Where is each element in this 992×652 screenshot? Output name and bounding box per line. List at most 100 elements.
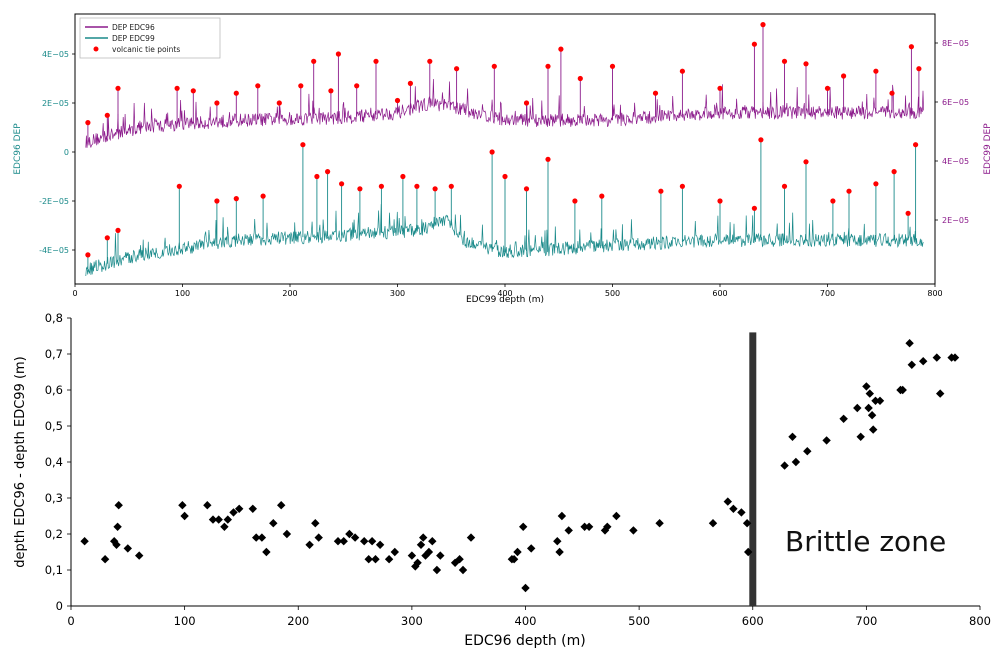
data-point bbox=[729, 504, 738, 513]
top-left-tick-label: 0 bbox=[64, 148, 69, 157]
tie-point bbox=[679, 183, 686, 189]
data-point bbox=[791, 457, 801, 467]
data-point bbox=[350, 533, 360, 542]
bottom-y-tick-label: 0,1 bbox=[45, 563, 63, 577]
bottom-x-ticks: 0 100 200 300 400 500 600 700 800 bbox=[67, 606, 991, 628]
data-point bbox=[135, 551, 144, 560]
data-point bbox=[521, 583, 530, 593]
tie-point bbox=[523, 186, 530, 192]
bottom-y-tick-label: 0,3 bbox=[45, 491, 63, 505]
data-point bbox=[780, 461, 789, 470]
top-dep-panel: 0 100 200 300 400 500 600 700 800 -4E−05 -2E−05 0 2… bbox=[13, 13, 992, 305]
tie-point bbox=[489, 149, 495, 155]
data-point bbox=[629, 526, 638, 535]
legend-label-edc96: DEP EDC96 bbox=[112, 23, 155, 32]
top-x-tick-label: 500 bbox=[605, 289, 620, 298]
data-point bbox=[269, 519, 278, 528]
tie-point bbox=[751, 41, 758, 47]
data-point bbox=[339, 537, 348, 546]
tie-point bbox=[803, 159, 809, 165]
top-right-tick-label: 2E−05 bbox=[942, 216, 969, 225]
top-x-tick-label: 400 bbox=[497, 289, 512, 298]
tie-point bbox=[394, 97, 401, 104]
data-point bbox=[411, 562, 420, 571]
top-right-tick-label: 8E−05 bbox=[942, 39, 969, 48]
data-point bbox=[235, 504, 244, 513]
tie-point bbox=[916, 66, 922, 72]
tie-point bbox=[104, 112, 110, 118]
data-point bbox=[229, 508, 238, 517]
data-point bbox=[123, 544, 132, 553]
data-point bbox=[416, 540, 426, 549]
bottom-y-ticks: 0 0,1 0,2 0,3 0,4 0,5 0,6 0,7 0,8 bbox=[45, 311, 71, 613]
data-point bbox=[742, 519, 752, 528]
brittle-zone-label: Brittle zone bbox=[785, 525, 946, 558]
bottom-y-tick-label: 0,2 bbox=[45, 527, 63, 541]
data-point bbox=[513, 547, 522, 557]
tie-point bbox=[448, 183, 454, 189]
tie-point bbox=[846, 188, 852, 194]
bottom-x-tick-label: 300 bbox=[401, 614, 423, 628]
data-point bbox=[390, 547, 399, 557]
data-point bbox=[839, 414, 848, 423]
data-point bbox=[455, 555, 464, 564]
data-point bbox=[432, 565, 442, 575]
data-point bbox=[428, 537, 437, 546]
data-point bbox=[375, 540, 385, 549]
top-legend: DEP EDC96 DEP EDC99 volcanic tie points bbox=[79, 17, 221, 59]
data-point bbox=[509, 555, 519, 564]
top-x-axis-label: EDC99 depth (m) bbox=[466, 295, 544, 305]
tie-point bbox=[717, 85, 723, 91]
data-point bbox=[919, 357, 928, 366]
tie-point bbox=[841, 73, 847, 79]
tie-point bbox=[824, 85, 831, 91]
top-x-tick-label: 800 bbox=[927, 289, 942, 298]
top-right-axis-label: EDC99 DEP bbox=[983, 123, 992, 175]
tie-point bbox=[599, 193, 605, 199]
top-x-ticks: 0 100 200 300 400 500 600 700 800 bbox=[72, 284, 943, 298]
tie-point bbox=[328, 88, 334, 94]
tie-point bbox=[652, 90, 659, 96]
top-left-tick-label: -2E−05 bbox=[39, 197, 69, 206]
top-left-y-ticks: -4E−05 -2E−05 0 2E−05 4E−05 bbox=[39, 50, 75, 255]
tie-point bbox=[830, 198, 836, 204]
data-point bbox=[564, 526, 573, 535]
bottom-x-tick-label: 700 bbox=[855, 614, 877, 628]
bottom-depth-difference-panel: 0 0,1 0,2 0,3 0,4 0,5 0,6 0,7 0,8 0 100 200 300 400 5… bbox=[13, 311, 991, 649]
data-point bbox=[737, 508, 746, 517]
data-point bbox=[932, 353, 941, 362]
data-point bbox=[113, 522, 122, 531]
top-right-tick-label: 4E−05 bbox=[942, 157, 969, 166]
tie-point bbox=[276, 100, 282, 106]
tie-point bbox=[803, 61, 809, 67]
top-x-tick-label: 300 bbox=[390, 289, 405, 298]
tie-point bbox=[115, 85, 121, 91]
data-point bbox=[788, 432, 797, 441]
data-point bbox=[950, 353, 960, 362]
bottom-y-tick-label: 0,4 bbox=[45, 455, 63, 469]
tie-point bbox=[314, 173, 320, 180]
tie-point bbox=[373, 58, 379, 64]
tie-point bbox=[233, 196, 239, 202]
data-point bbox=[584, 522, 594, 531]
bottom-y-tick-label: 0 bbox=[56, 599, 63, 613]
legend-swatch-tie-points bbox=[93, 46, 99, 52]
data-point bbox=[345, 529, 354, 539]
tie-point bbox=[104, 235, 110, 241]
legend-label-tie-points: volcanic tie points bbox=[112, 45, 180, 54]
data-point bbox=[220, 522, 229, 531]
data-point bbox=[112, 540, 121, 549]
data-point bbox=[333, 537, 343, 546]
data-point bbox=[869, 425, 878, 434]
data-point bbox=[384, 555, 394, 564]
data-point bbox=[936, 389, 945, 398]
tie-point bbox=[679, 68, 686, 74]
data-point bbox=[527, 544, 536, 553]
data-point bbox=[723, 497, 732, 506]
data-point bbox=[708, 519, 718, 528]
data-point bbox=[555, 547, 564, 557]
tie-point bbox=[432, 186, 438, 192]
tie-point bbox=[889, 90, 895, 96]
data-point bbox=[424, 547, 434, 557]
data-point bbox=[822, 436, 831, 445]
